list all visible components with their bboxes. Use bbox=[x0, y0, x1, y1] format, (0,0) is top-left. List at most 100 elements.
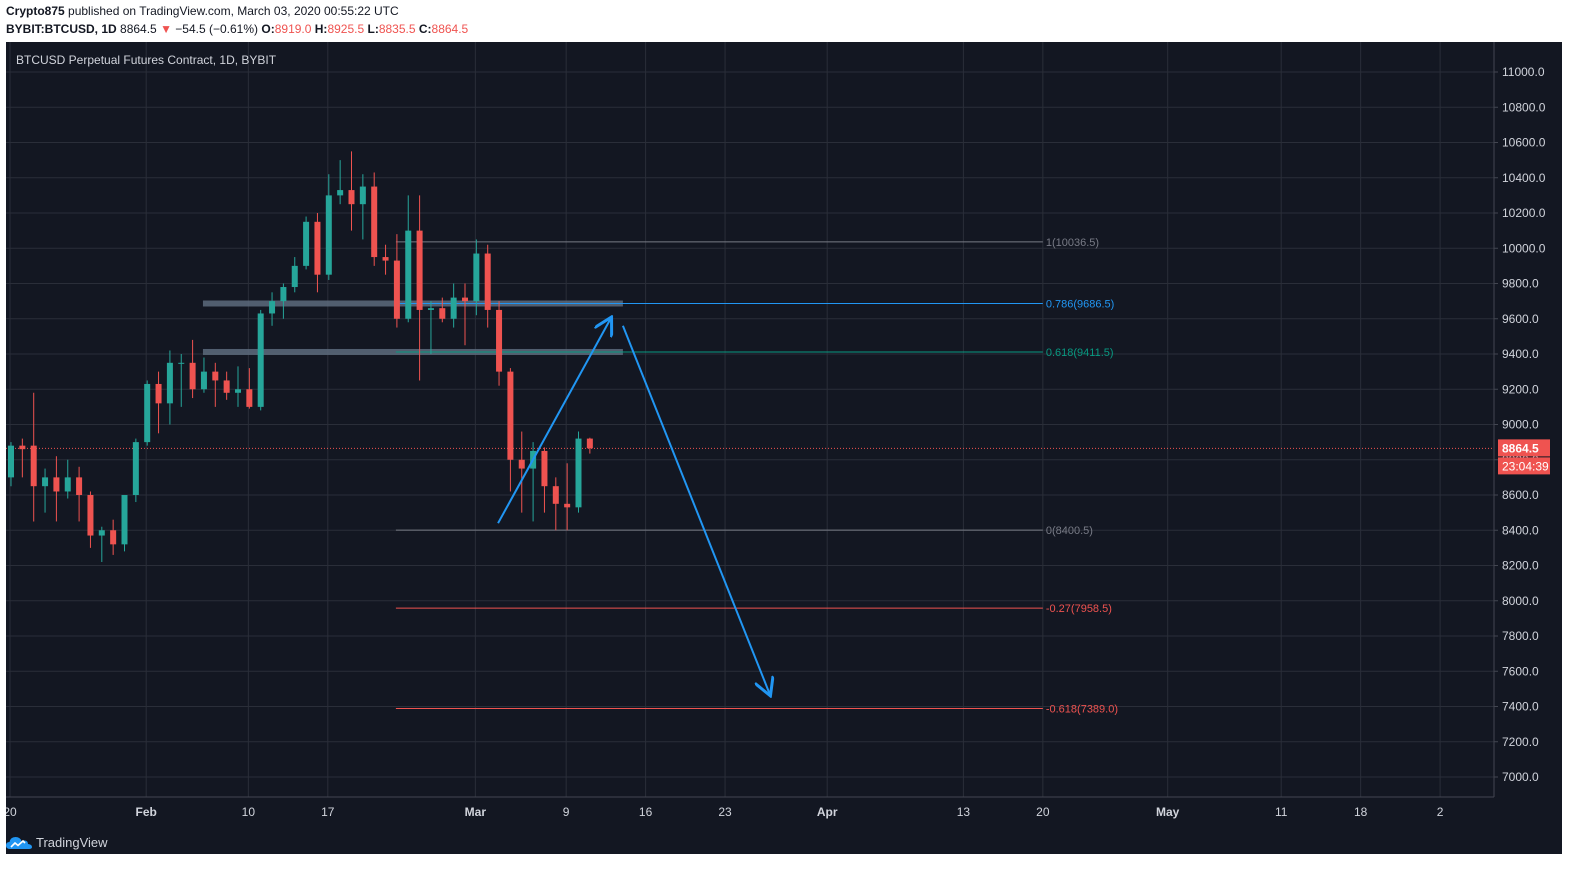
publish-info: Crypto875 published on TradingView.com, … bbox=[6, 4, 399, 18]
candle-body bbox=[462, 297, 468, 302]
candle-body bbox=[155, 383, 162, 404]
change-value: −54.5 (−0.61%) bbox=[175, 22, 259, 36]
candle bbox=[166, 350, 173, 425]
candle bbox=[178, 354, 185, 407]
fib-level-label: 1(10036.5) bbox=[1046, 237, 1099, 249]
candle bbox=[518, 431, 525, 513]
candle-body bbox=[575, 438, 582, 508]
price-axis-label: 7800.0 bbox=[1502, 629, 1539, 643]
candle-body bbox=[382, 257, 389, 261]
fib-level-label: 0.786(9686.5) bbox=[1046, 299, 1115, 311]
candle bbox=[280, 283, 287, 319]
brand-name: TradingView bbox=[36, 835, 108, 850]
candle bbox=[314, 213, 321, 293]
price-axis-label: 10000.0 bbox=[1502, 241, 1546, 255]
candle-body bbox=[564, 503, 571, 508]
candle-body bbox=[200, 371, 207, 390]
candle bbox=[53, 456, 60, 522]
candle bbox=[8, 442, 14, 487]
high-value: 8925.5 bbox=[327, 22, 365, 36]
candle-body bbox=[178, 362, 185, 364]
candle bbox=[303, 216, 310, 270]
price-axis-label: 7200.0 bbox=[1502, 735, 1539, 749]
candle bbox=[586, 437, 593, 454]
candle-body bbox=[518, 459, 525, 469]
price-axis-label: 10600.0 bbox=[1502, 136, 1546, 150]
candle-body bbox=[53, 477, 60, 492]
candle-body bbox=[132, 442, 139, 495]
candle bbox=[507, 368, 514, 492]
price-axis-label: 8600.0 bbox=[1502, 488, 1539, 502]
candle-body bbox=[246, 389, 253, 407]
candle-body bbox=[189, 362, 196, 390]
price-axis-label: 10400.0 bbox=[1502, 171, 1546, 185]
fib-level-label: -0.618(7389.0) bbox=[1046, 703, 1118, 715]
price-axis-label: 9000.0 bbox=[1502, 418, 1539, 432]
candle-body bbox=[427, 308, 434, 310]
price-axis-label: 9400.0 bbox=[1502, 347, 1539, 361]
time-axis-label: 16 bbox=[639, 805, 653, 819]
candle-body bbox=[325, 195, 332, 275]
published-text: published on TradingView.com, March 03, … bbox=[68, 4, 399, 18]
projection-arrow bbox=[621, 325, 771, 696]
time-axis-label: Mar bbox=[465, 805, 487, 819]
candle bbox=[552, 477, 559, 531]
candle bbox=[212, 362, 219, 407]
candle bbox=[121, 495, 128, 552]
candle-body bbox=[314, 221, 321, 275]
candle-body bbox=[405, 230, 412, 319]
candle bbox=[462, 283, 468, 346]
fib-level-label: 0(8400.5) bbox=[1046, 525, 1093, 537]
candle bbox=[76, 466, 83, 522]
candle-body bbox=[166, 362, 173, 404]
last-price-tag bbox=[1498, 439, 1550, 457]
candle-body bbox=[371, 186, 378, 258]
time-axis-label: 20 bbox=[6, 805, 17, 819]
chart-frame[interactable]: BTCUSD Perpetual Futures Contract, 1D, B… bbox=[3, 42, 1562, 854]
price-axis-label: 8200.0 bbox=[1502, 559, 1539, 573]
candle-body bbox=[87, 495, 94, 536]
candle bbox=[269, 292, 276, 326]
candle-body bbox=[359, 186, 366, 205]
candle-body bbox=[110, 530, 117, 545]
candle bbox=[427, 301, 434, 354]
candle-body bbox=[76, 477, 83, 495]
candle bbox=[337, 160, 344, 205]
price-axis-label: 7000.0 bbox=[1502, 770, 1539, 784]
price-axis-label: 9200.0 bbox=[1502, 382, 1539, 396]
candle-body bbox=[439, 308, 446, 319]
open-value: 8919.0 bbox=[274, 22, 312, 36]
candle-body bbox=[484, 253, 491, 310]
candle bbox=[439, 297, 446, 323]
candle-body bbox=[552, 486, 559, 504]
candle-body bbox=[19, 445, 26, 450]
price-axis-label: 8400.0 bbox=[1502, 523, 1539, 537]
candle-body bbox=[42, 477, 49, 487]
high-label: H: bbox=[314, 22, 328, 36]
candle bbox=[223, 371, 230, 400]
time-axis-label: 13 bbox=[957, 805, 971, 819]
candle-body bbox=[235, 389, 241, 393]
candle bbox=[371, 172, 378, 266]
candle bbox=[496, 301, 503, 386]
candle bbox=[348, 151, 355, 231]
author-name[interactable]: Crypto875 bbox=[6, 4, 65, 18]
price-axis-label: 8000.0 bbox=[1502, 594, 1539, 608]
candle bbox=[291, 257, 298, 293]
time-axis-label: 23 bbox=[718, 805, 732, 819]
fib-level-label: -0.27(7958.5) bbox=[1046, 603, 1112, 615]
candle-body bbox=[586, 438, 593, 449]
price-axis-label: 9800.0 bbox=[1502, 277, 1539, 291]
candlestick-chart[interactable]: BTCUSD Perpetual Futures Contract, 1D, B… bbox=[3, 42, 1562, 854]
candle-body bbox=[393, 260, 400, 319]
candle-body bbox=[473, 253, 480, 302]
tradingview-logo[interactable]: TradingView bbox=[6, 835, 108, 850]
price-axis-label: 7400.0 bbox=[1502, 700, 1539, 714]
price-axis-label: 11000.0 bbox=[1502, 65, 1545, 79]
candle-body bbox=[280, 287, 287, 302]
candle bbox=[257, 309, 264, 411]
countdown-tag bbox=[1498, 457, 1550, 475]
candle-body bbox=[144, 383, 151, 443]
candle bbox=[564, 463, 571, 531]
bottom-strip bbox=[6, 827, 1562, 854]
